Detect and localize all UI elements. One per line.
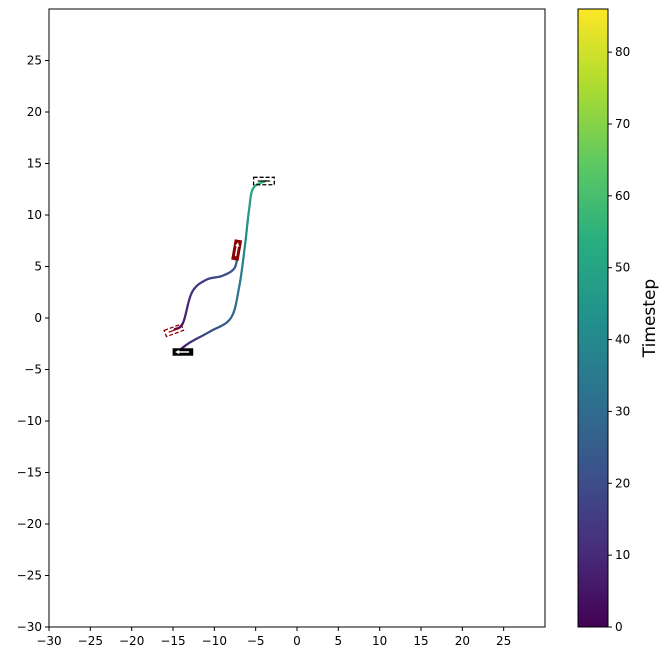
trajectories xyxy=(173,179,267,353)
x-tick-label: 15 xyxy=(413,634,428,648)
y-tick-label: 0 xyxy=(34,311,42,325)
y-tick-label: −25 xyxy=(17,569,42,583)
colorbar-label: Timestep xyxy=(640,279,660,358)
heading-arrow-head xyxy=(235,242,240,247)
colorbar-axis: 0 10 20 30 40 50 60 70 80 xyxy=(608,45,630,634)
y-tick-label: −5 xyxy=(24,363,42,377)
x-tick-label: −30 xyxy=(36,634,61,648)
vehicle-box-goal xyxy=(252,176,275,186)
x-tick-label: −25 xyxy=(78,634,103,648)
x-axis: −30 −25 −20 −15 −10 −5 0 5 10 15 20 25 xyxy=(36,627,511,648)
y-tick-label: 10 xyxy=(27,208,42,222)
y-tick-label: −20 xyxy=(17,517,42,531)
heading-arrow-head xyxy=(175,349,180,355)
x-tick-label: −10 xyxy=(202,634,227,648)
y-tick-label: 20 xyxy=(27,105,42,119)
x-tick-label: −20 xyxy=(119,634,144,648)
colorbar-tick-label: 60 xyxy=(615,189,630,203)
colorbar-tick-label: 50 xyxy=(615,261,630,275)
plot-area xyxy=(49,9,545,627)
x-tick-label: −15 xyxy=(160,634,185,648)
x-tick-label: 25 xyxy=(496,634,511,648)
vehicle-1 xyxy=(172,348,194,356)
x-tick-label: 10 xyxy=(372,634,387,648)
colorbar-tick-label: 30 xyxy=(615,404,630,418)
colorbar-tick-label: 20 xyxy=(615,476,630,490)
colorbar xyxy=(577,8,609,628)
y-tick-label: −10 xyxy=(17,414,42,428)
heading-arrow xyxy=(168,327,180,333)
colorbar-tick-label: 70 xyxy=(615,117,630,131)
y-tick-label: 25 xyxy=(27,54,42,68)
colorbar-tick-label: 80 xyxy=(615,45,630,59)
x-tick-label: 5 xyxy=(335,634,343,648)
y-tick-label: 5 xyxy=(34,260,42,274)
vehicle-box-goal xyxy=(163,323,185,338)
colorbar-tick-label: 40 xyxy=(615,333,630,347)
x-tick-label: 0 xyxy=(293,634,301,648)
colorbar-tick-label: 10 xyxy=(615,548,630,562)
x-tick-label: −5 xyxy=(247,634,265,648)
y-axis: −30 −25 −20 −15 −10 −5 0 5 10 15 20 25 xyxy=(17,54,49,634)
y-tick-label: −15 xyxy=(17,466,42,480)
vehicle-3 xyxy=(231,239,243,261)
y-tick-label: 15 xyxy=(27,157,42,171)
vehicle-2 xyxy=(252,176,275,186)
x-tick-label: 20 xyxy=(455,634,470,648)
y-tick-label: −30 xyxy=(17,620,42,634)
vehicle-4 xyxy=(163,323,185,338)
vehicles xyxy=(163,176,275,356)
colorbar-tick-label: 0 xyxy=(615,620,623,634)
